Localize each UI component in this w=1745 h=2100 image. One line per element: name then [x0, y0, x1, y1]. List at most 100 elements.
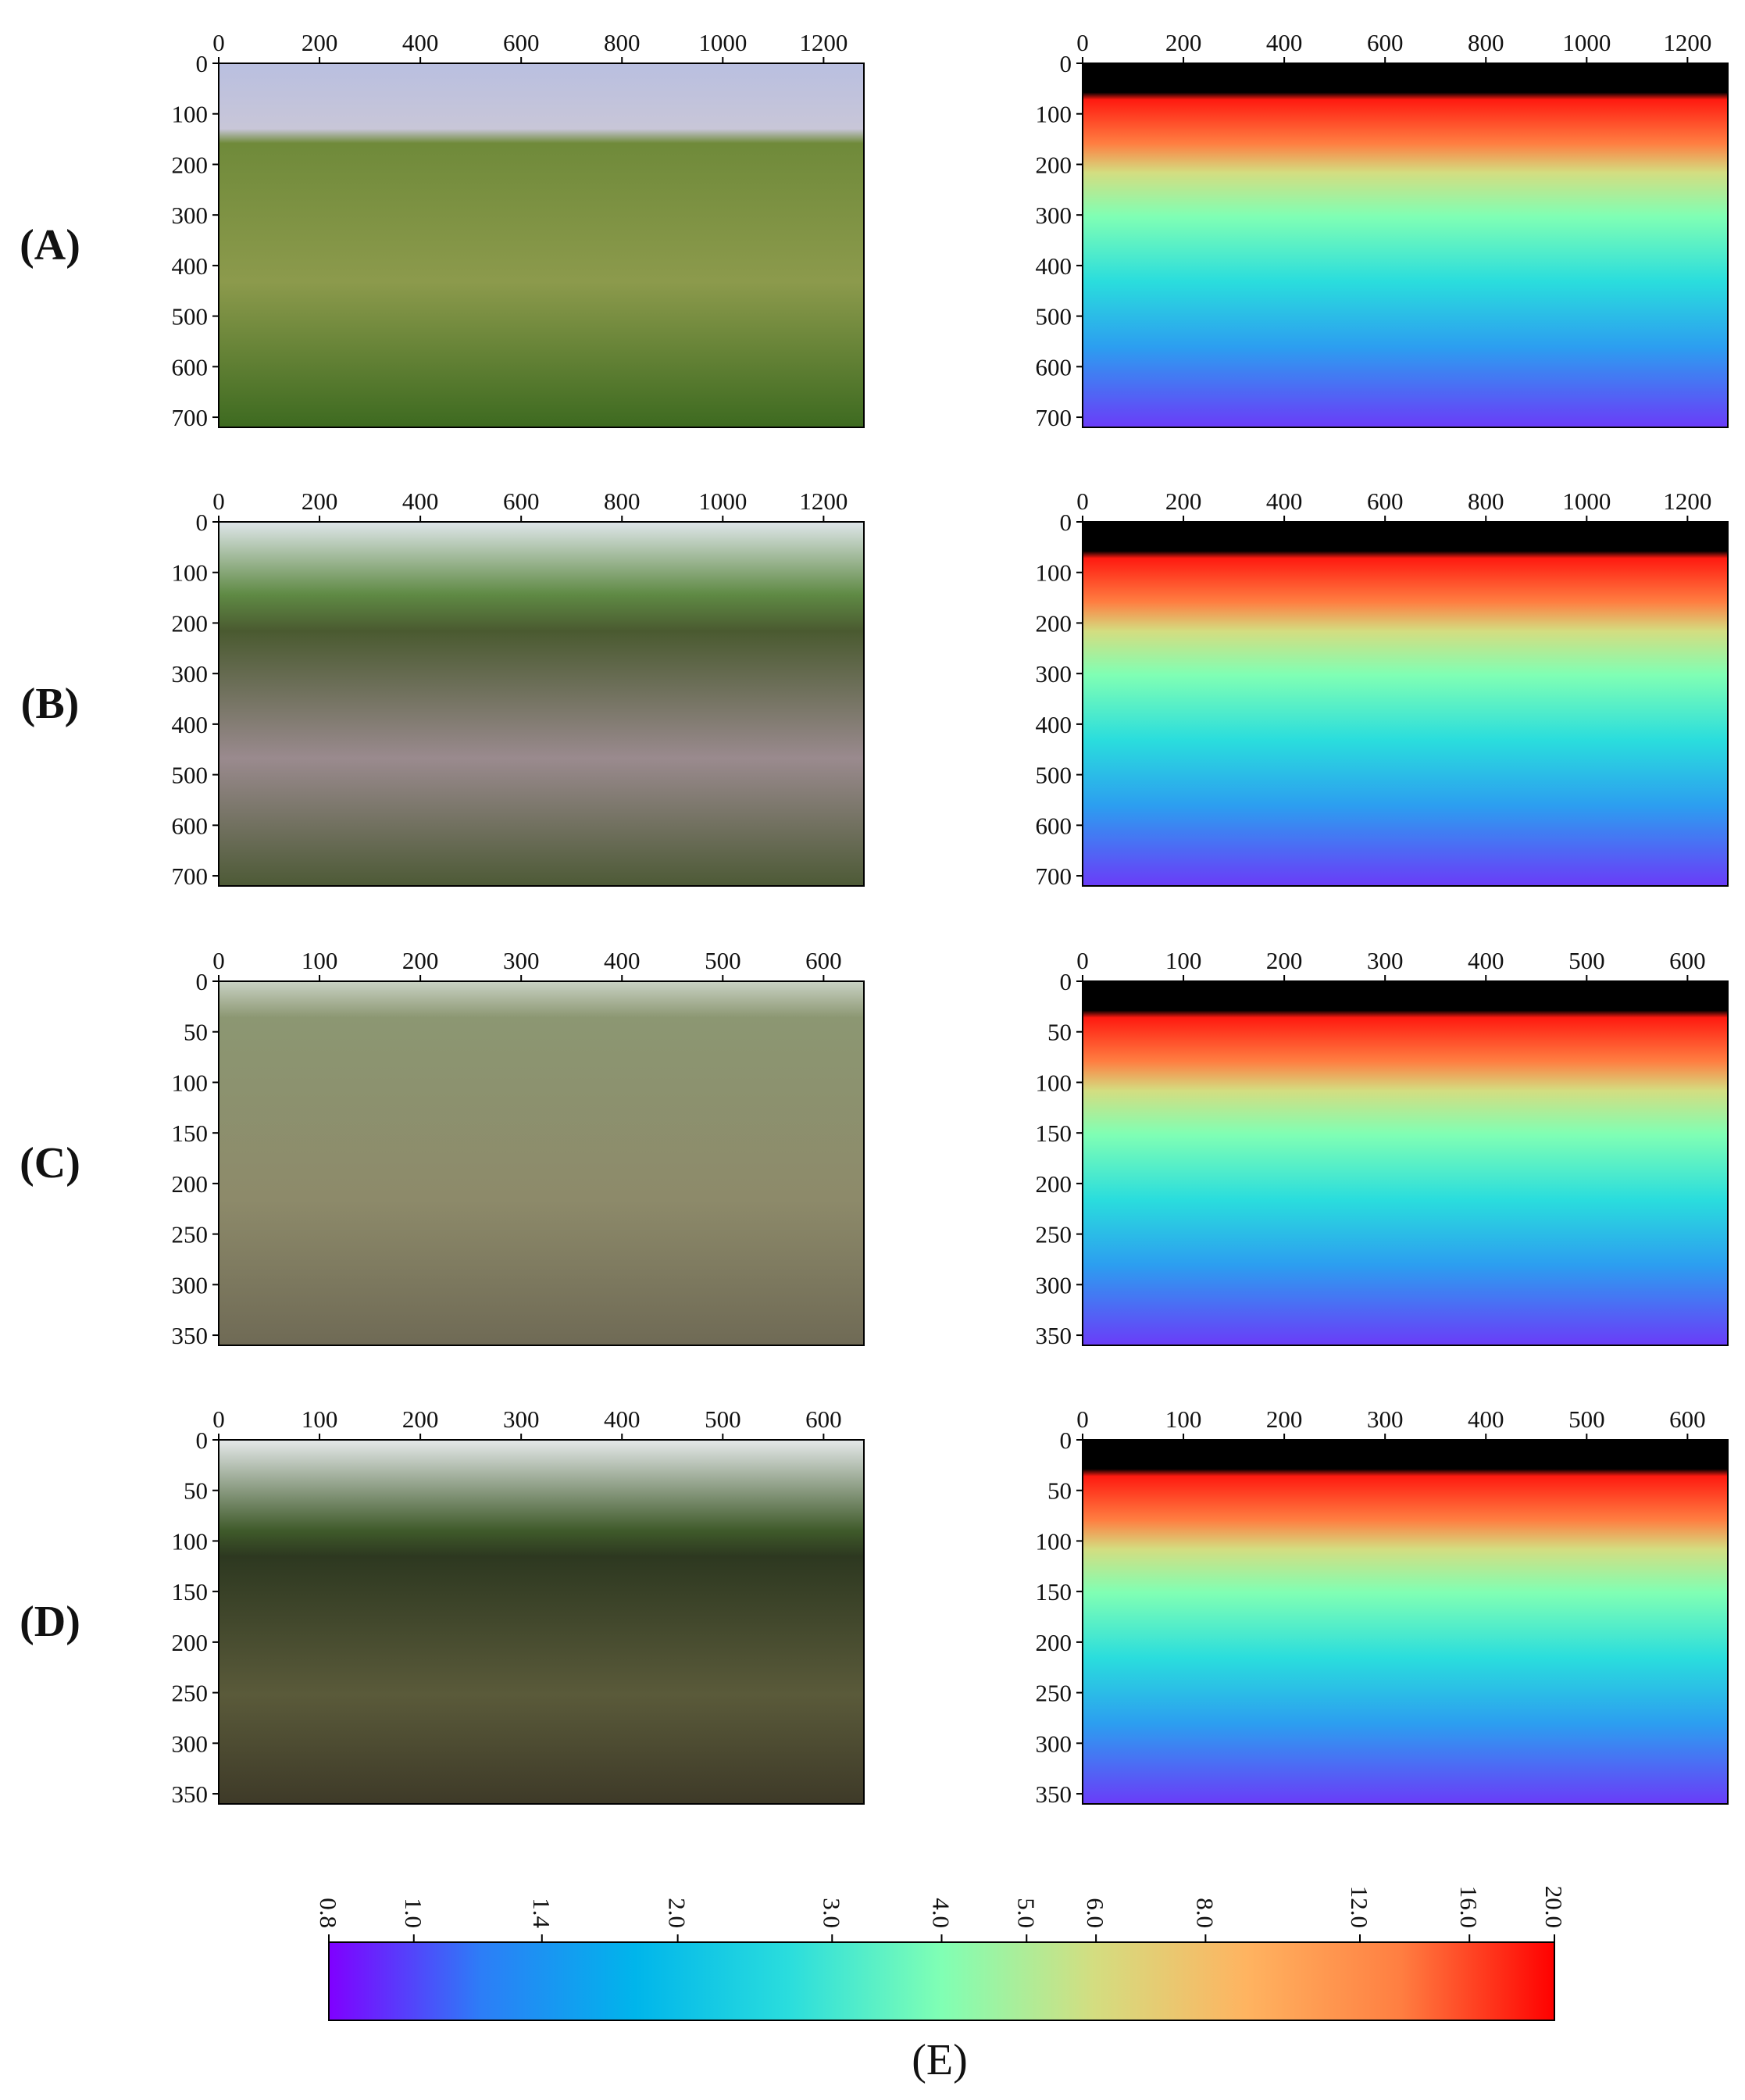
x-tick-label: 100: [302, 947, 338, 974]
colorbar-label: (E): [912, 2036, 968, 2084]
depth-map: [1083, 63, 1728, 427]
y-tick-label: 500: [172, 303, 209, 330]
y-tick-label: 250: [172, 1680, 209, 1707]
y-tick-label: 100: [172, 559, 209, 587]
x-tick-label: 1000: [698, 29, 747, 56]
y-tick-label: 150: [172, 1578, 209, 1605]
x-tick-label: 200: [402, 1405, 439, 1433]
y-tick-label: 0: [196, 968, 209, 995]
x-tick-label: 400: [604, 1405, 641, 1433]
x-tick-label: 0: [212, 29, 225, 56]
y-tick-label: 50: [184, 1019, 208, 1046]
colorbar-tick-label: 2.0: [664, 1898, 691, 1928]
depth-map: [1083, 522, 1728, 886]
x-tick-label: 400: [604, 947, 641, 974]
panel-frame: [1082, 521, 1729, 887]
y-tick-label: 400: [1036, 711, 1072, 738]
y-tick-label: 500: [1036, 762, 1072, 789]
x-tick-label: 200: [402, 947, 439, 974]
panel-frame: [218, 62, 865, 428]
x-tick-label: 200: [1266, 947, 1303, 974]
y-tick-label: 0: [196, 1427, 209, 1454]
y-tick-label: 350: [1036, 1780, 1072, 1808]
x-tick-label: 500: [705, 947, 741, 974]
y-tick-label: 0: [1060, 1427, 1072, 1454]
depth-map: [1083, 1440, 1728, 1804]
x-tick-label: 1200: [1663, 488, 1711, 515]
colorbar-tick-label: 20.0: [1540, 1886, 1568, 1928]
x-tick-label: 1000: [1562, 29, 1611, 56]
y-tick-label: 100: [1036, 559, 1072, 587]
colorbar-tick-label: 4.0: [928, 1898, 955, 1928]
x-tick-label: 600: [1367, 488, 1404, 515]
y-tick-label: 700: [1036, 862, 1072, 890]
x-tick-label: 500: [1568, 1405, 1605, 1433]
y-tick-label: 500: [172, 762, 209, 789]
panel-frame: [1082, 1439, 1729, 1805]
row-label: (C): [20, 1139, 80, 1188]
colorbar-tick-label: 8.0: [1191, 1898, 1219, 1928]
photo: [219, 522, 864, 886]
y-tick-label: 350: [172, 1322, 209, 1349]
x-tick-label: 0: [1076, 488, 1089, 515]
x-tick-label: 200: [302, 488, 338, 515]
colorbar-tick-label: 1.4: [528, 1898, 555, 1928]
x-tick-label: 400: [1468, 947, 1504, 974]
y-tick-label: 0: [196, 50, 209, 77]
y-tick-label: 100: [172, 1069, 209, 1096]
y-tick-label: 200: [172, 1629, 209, 1656]
y-tick-label: 0: [196, 509, 209, 536]
y-tick-label: 700: [1036, 404, 1072, 431]
y-tick-label: 350: [1036, 1322, 1072, 1349]
y-tick-label: 0: [1060, 509, 1072, 536]
y-tick-label: 100: [172, 1527, 209, 1555]
row-label: (A): [20, 221, 80, 270]
y-tick-label: 600: [1036, 812, 1072, 839]
x-tick-label: 200: [302, 29, 338, 56]
x-tick-label: 800: [1468, 488, 1504, 515]
x-tick-label: 100: [1165, 947, 1202, 974]
y-tick-label: 300: [1036, 202, 1072, 229]
y-tick-label: 400: [172, 252, 209, 280]
photo: [219, 981, 864, 1345]
y-tick-label: 300: [172, 1730, 209, 1757]
panel-frame: [218, 521, 865, 887]
y-tick-label: 0: [1060, 968, 1072, 995]
x-tick-label: 300: [503, 947, 540, 974]
panel-frame: [1082, 62, 1729, 428]
x-tick-label: 1200: [799, 488, 848, 515]
x-tick-label: 600: [1669, 1405, 1706, 1433]
x-tick-label: 100: [302, 1405, 338, 1433]
y-tick-label: 300: [172, 660, 209, 688]
y-tick-label: 300: [1036, 660, 1072, 688]
x-tick-label: 400: [1468, 1405, 1504, 1433]
x-tick-label: 400: [402, 29, 439, 56]
y-tick-label: 250: [1036, 1680, 1072, 1707]
y-tick-label: 50: [1047, 1477, 1072, 1505]
y-tick-label: 300: [172, 1271, 209, 1298]
x-tick-label: 300: [1367, 1405, 1404, 1433]
x-tick-label: 1200: [799, 29, 848, 56]
y-tick-label: 100: [172, 101, 209, 128]
row-label: (B): [21, 680, 80, 728]
colorbar-tick-label: 1.0: [400, 1898, 427, 1928]
y-tick-label: 200: [1036, 609, 1072, 637]
y-tick-label: 600: [172, 353, 209, 380]
x-tick-label: 200: [1266, 1405, 1303, 1433]
colorbar-tick-label: 0.8: [315, 1898, 342, 1928]
y-tick-label: 50: [184, 1477, 208, 1505]
panel-frame: [1082, 980, 1729, 1346]
photo: [219, 1440, 864, 1804]
x-tick-label: 600: [805, 947, 842, 974]
x-tick-label: 1000: [1562, 488, 1611, 515]
y-tick-label: 300: [1036, 1271, 1072, 1298]
y-tick-label: 200: [172, 1170, 209, 1198]
y-tick-label: 600: [172, 812, 209, 839]
y-tick-label: 150: [1036, 1578, 1072, 1605]
colorbar: [328, 1941, 1555, 2021]
y-tick-label: 500: [1036, 303, 1072, 330]
x-tick-label: 600: [1367, 29, 1404, 56]
x-tick-label: 400: [402, 488, 439, 515]
x-tick-label: 100: [1165, 1405, 1202, 1433]
